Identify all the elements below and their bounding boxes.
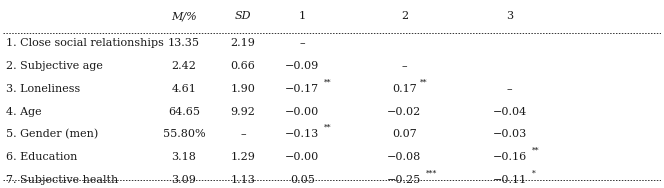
Text: −0.00: −0.00 (286, 152, 319, 162)
Text: −0.09: −0.09 (286, 61, 319, 71)
Text: 0.17: 0.17 (392, 84, 417, 94)
Text: 1.90: 1.90 (230, 84, 256, 94)
Text: –: – (507, 84, 513, 94)
Text: 64.65: 64.65 (168, 107, 200, 117)
Text: 1.29: 1.29 (230, 152, 256, 162)
Text: 4. Age: 4. Age (6, 107, 42, 117)
Text: 1. Close social relationships: 1. Close social relationships (6, 38, 164, 49)
Text: 2.42: 2.42 (171, 61, 197, 71)
Text: **: ** (324, 124, 332, 132)
Text: −0.08: −0.08 (387, 152, 422, 162)
Text: **: ** (532, 146, 539, 155)
Text: 2.19: 2.19 (230, 38, 256, 49)
Text: 9.92: 9.92 (230, 107, 256, 117)
Text: SD: SD (235, 11, 252, 21)
Text: 55.80%: 55.80% (163, 129, 205, 139)
Text: 1.13: 1.13 (230, 175, 256, 185)
Text: 6. Education: 6. Education (6, 152, 78, 162)
Text: 3.18: 3.18 (171, 152, 197, 162)
Text: −0.04: −0.04 (493, 107, 527, 117)
Text: −0.16: −0.16 (493, 152, 527, 162)
Text: –: – (299, 38, 305, 49)
Text: −0.02: −0.02 (387, 107, 422, 117)
Text: **: ** (420, 78, 428, 86)
Text: **: ** (324, 78, 332, 86)
Text: M/%: M/% (171, 11, 197, 21)
Text: 1: 1 (299, 11, 306, 21)
Text: −0.00: −0.00 (286, 107, 319, 117)
Text: 3.09: 3.09 (171, 175, 197, 185)
Text: 2: 2 (401, 11, 408, 21)
Text: −0.25: −0.25 (387, 175, 422, 185)
Text: 7. Subjective health: 7. Subjective health (6, 175, 118, 185)
Text: 3. Loneliness: 3. Loneliness (6, 84, 80, 94)
Text: 3: 3 (506, 11, 513, 21)
Text: 5. Gender (men): 5. Gender (men) (6, 129, 98, 139)
Text: −0.13: −0.13 (286, 129, 319, 139)
Text: 4.61: 4.61 (171, 84, 197, 94)
Text: –: – (402, 61, 407, 71)
Text: 0.66: 0.66 (230, 61, 256, 71)
Text: 13.35: 13.35 (168, 38, 200, 49)
Text: 2. Subjective age: 2. Subjective age (6, 61, 103, 71)
Text: −0.11: −0.11 (493, 175, 527, 185)
Text: –: – (240, 129, 246, 139)
Text: 0.07: 0.07 (392, 129, 417, 139)
Text: 0.05: 0.05 (290, 175, 315, 185)
Text: −0.17: −0.17 (286, 84, 319, 94)
Text: ***: *** (426, 169, 438, 177)
Text: *: * (532, 169, 535, 177)
Text: −0.03: −0.03 (493, 129, 527, 139)
